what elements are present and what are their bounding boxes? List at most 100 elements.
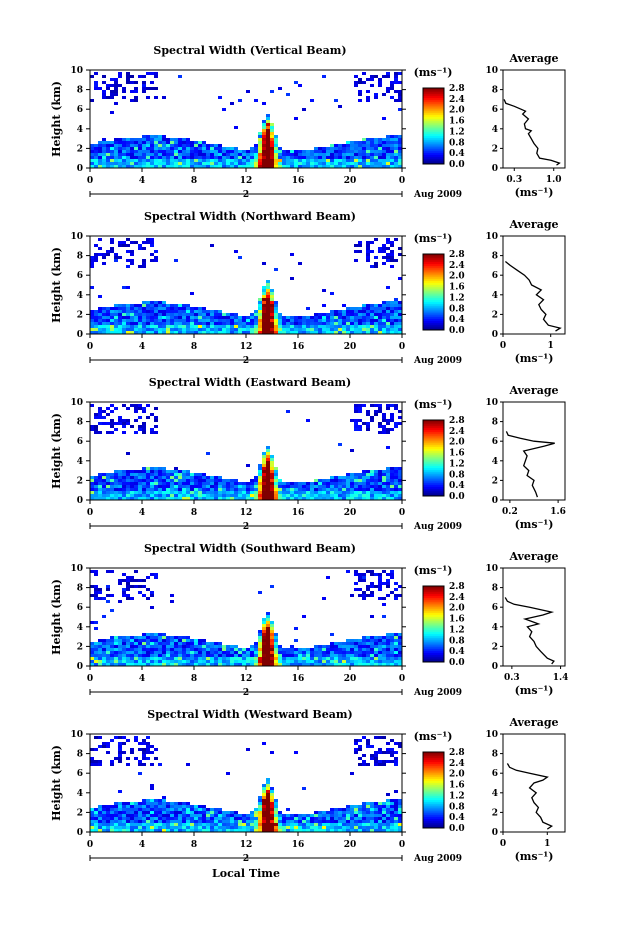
heatmap-cell (94, 573, 98, 576)
heatmap-cell (110, 419, 114, 422)
heatmap-cell (226, 645, 230, 648)
heatmap-cell (374, 736, 378, 739)
heatmap-cell (270, 585, 274, 588)
heatmap-cell (326, 325, 330, 328)
heatmap-cell (138, 817, 142, 820)
heatmap-cell (370, 476, 374, 479)
heatmap-cell (366, 147, 370, 150)
heatmap-cell (366, 479, 370, 482)
heatmap-cell (354, 485, 358, 488)
heatmap-cell (294, 817, 298, 820)
heatmap-cell (258, 485, 262, 488)
heatmap-cell (290, 325, 294, 328)
heatmap-cell (98, 645, 102, 648)
heatmap-cell (374, 156, 378, 159)
y-tick-label: 10 (70, 232, 83, 242)
heatmap-cell (322, 147, 326, 150)
heatmap-cell (110, 159, 114, 162)
heatmap-cell (130, 642, 134, 645)
heatmap-cell (354, 165, 358, 168)
heatmap-cell (326, 479, 330, 482)
heatmap-cell (150, 494, 154, 497)
heatmap-cell (214, 645, 218, 648)
heatmap-cell (106, 497, 110, 500)
heatmap-cell (226, 648, 230, 651)
heatmap-cell (386, 407, 390, 410)
heatmap-cell (126, 422, 130, 425)
heatmap-cell (122, 162, 126, 165)
heatmap-cell (310, 651, 314, 654)
heatmap-cell (302, 494, 306, 497)
heatmap-cell (142, 482, 146, 485)
heatmap-cell (98, 431, 102, 434)
heatmap-cell (330, 292, 334, 295)
heatmap-cell (386, 823, 390, 826)
heatmap-cell (186, 663, 190, 666)
heatmap-cell (190, 316, 194, 319)
heatmap-cell (346, 319, 350, 322)
heatmap-cell (102, 651, 106, 654)
heatmap-cell (194, 147, 198, 150)
heatmap-cell (190, 153, 194, 156)
heatmap-cell (354, 153, 358, 156)
colorbar-step (423, 328, 444, 331)
heatmap-cell (282, 328, 286, 331)
heatmap-cell (174, 138, 178, 141)
heatmap-cell (114, 310, 118, 313)
heatmap-cell (98, 494, 102, 497)
heatmap-cell (386, 482, 390, 485)
heatmap-cell (102, 147, 106, 150)
heatmap-cell (334, 325, 338, 328)
colorbar-tick-label: 2.8 (449, 84, 465, 94)
heatmap-cell (370, 570, 374, 573)
heatmap-cell (338, 485, 342, 488)
heatmap-cell (150, 476, 154, 479)
average-x-tick-label: 0.3 (504, 673, 520, 683)
heatmap-cell (394, 153, 398, 156)
x-tick-label: 12 (240, 840, 253, 850)
heatmap-cell (150, 135, 154, 138)
heatmap-cell (242, 159, 246, 162)
heatmap-cell (366, 250, 370, 253)
heatmap-cell (122, 491, 126, 494)
heatmap-cell (166, 325, 170, 328)
heatmap-cell (330, 476, 334, 479)
heatmap-cell (366, 310, 370, 313)
heatmap-cell (346, 141, 350, 144)
colorbar-step (423, 627, 444, 631)
heatmap-cell (390, 573, 394, 576)
heatmap-cell (166, 147, 170, 150)
heatmap-cell (98, 313, 102, 316)
heatmap-cell (150, 482, 154, 485)
heatmap-cell (294, 497, 298, 500)
heatmap-cell (354, 75, 358, 78)
heatmap-cell (242, 325, 246, 328)
heatmap-cell (98, 238, 102, 241)
heatmap-cell (382, 153, 386, 156)
heatmap-cell (362, 811, 366, 814)
heatmap-cell (114, 757, 118, 760)
heatmap-cell (390, 805, 394, 808)
heatmap-cell (362, 485, 366, 488)
heatmap-cell (398, 485, 402, 488)
heatmap-cell (154, 636, 158, 639)
heatmap-cell (190, 307, 194, 310)
heatmap-cell (126, 244, 130, 247)
heatmap-cell (258, 307, 262, 310)
heatmap-cell (90, 485, 94, 488)
heatmap-cell (166, 648, 170, 651)
heatmap-cell (154, 633, 158, 636)
heatmap-cell (106, 814, 110, 817)
heatmap-cell (158, 488, 162, 491)
heatmap-cell (166, 307, 170, 310)
heatmap-cell (178, 331, 182, 334)
heatmap-cell (114, 307, 118, 310)
heatmap-cell (322, 817, 326, 820)
heatmap-cell (386, 150, 390, 153)
heatmap-cell (270, 630, 274, 633)
heatmap-cell (106, 156, 110, 159)
heatmap-cell (222, 328, 226, 331)
heatmap-cell (222, 319, 226, 322)
heatmap-cell (346, 325, 350, 328)
colorbar-step (423, 299, 444, 302)
